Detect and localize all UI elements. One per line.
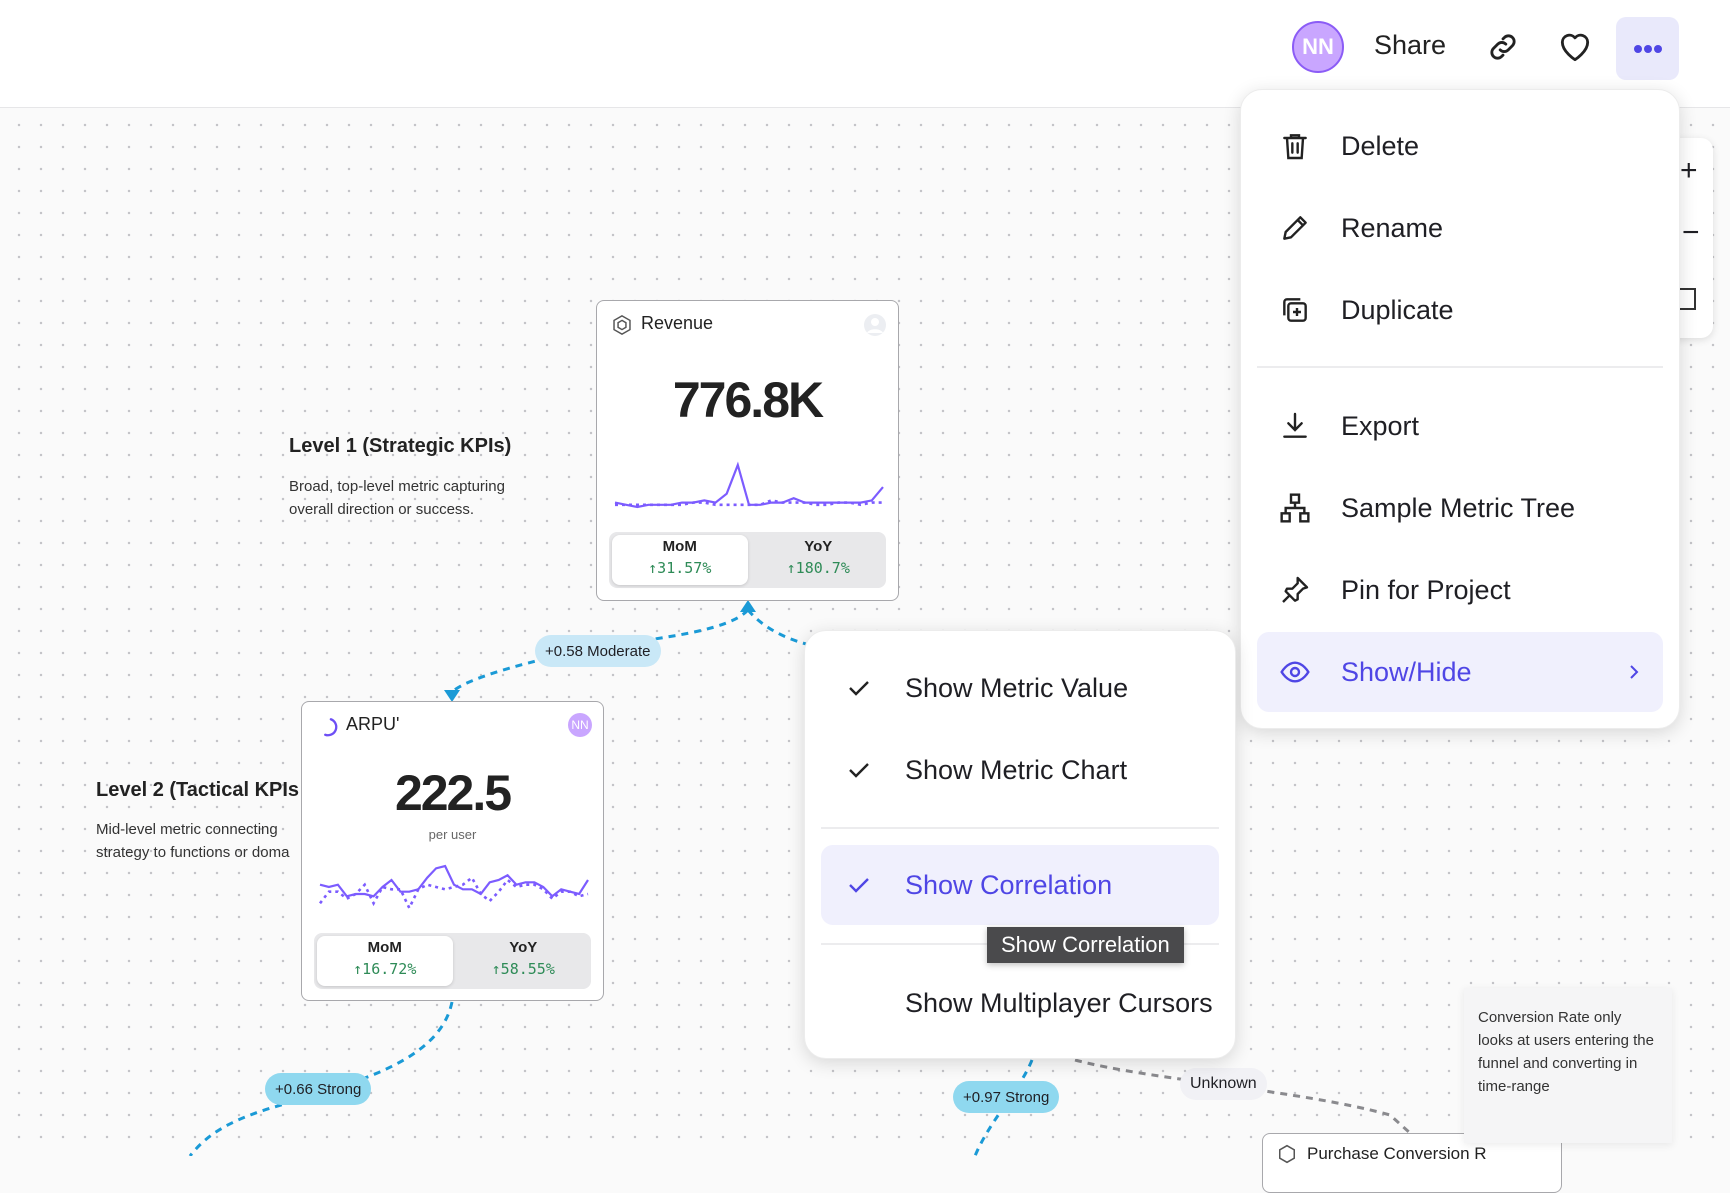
menu-item-label: Delete bbox=[1341, 130, 1420, 161]
zoom-out-icon[interactable]: − bbox=[1682, 216, 1700, 249]
menu-item-label: Show/Hide bbox=[1341, 656, 1472, 687]
arpu-sparkline bbox=[318, 864, 589, 912]
menu-divider bbox=[821, 827, 1219, 829]
level-1-desc: Broad, top-level metric capturing overal… bbox=[289, 478, 505, 518]
download-icon bbox=[1283, 412, 1307, 438]
submenu-item-multiplayer-cursors[interactable]: Show Multiplayer Cursors bbox=[821, 963, 1219, 1043]
correlation-badge[interactable]: +0.97 Strong bbox=[953, 1081, 1060, 1113]
trash-icon bbox=[1283, 134, 1307, 160]
pin-icon bbox=[1282, 576, 1309, 603]
level-2-title: Level 2 (Tactical KPIs bbox=[96, 779, 300, 801]
mom-label: MoM bbox=[367, 939, 402, 956]
mom-label: MoM bbox=[662, 538, 697, 555]
loading-spinner-icon bbox=[324, 718, 338, 737]
mom-value: ↑16.72% bbox=[353, 960, 417, 978]
menu-item-show-hide[interactable]: Show/Hide bbox=[1257, 632, 1663, 712]
eye-icon bbox=[1280, 661, 1310, 683]
metric-hexagon-icon bbox=[613, 314, 631, 336]
check-icon bbox=[849, 681, 869, 696]
level-1-title: Level 1 (Strategic KPIs) bbox=[289, 435, 512, 457]
menu-item-label: Sample Metric Tree bbox=[1341, 492, 1576, 523]
submenu-item-correlation[interactable]: Show Correlation bbox=[821, 845, 1219, 925]
submenu-item-metric-value[interactable]: Show Metric Value bbox=[821, 648, 1219, 728]
menu-item-label: Export bbox=[1341, 410, 1420, 441]
revenue-sparkline bbox=[614, 461, 884, 509]
comparison-toggle: MoM ↑16.72% YoY ↑58.55% bbox=[314, 933, 591, 989]
card-title: ARPU' bbox=[346, 714, 400, 734]
yoy-value: ↑180.7% bbox=[786, 559, 850, 577]
menu-item-label: Duplicate bbox=[1341, 294, 1454, 325]
comparison-toggle: MoM ↑31.57% YoY ↑180.7% bbox=[609, 532, 886, 588]
menu-item-label: Rename bbox=[1341, 212, 1444, 243]
check-icon bbox=[849, 763, 869, 778]
edge-revenue-right bbox=[746, 609, 811, 647]
yoy-tab[interactable]: YoY ↑180.7% bbox=[751, 532, 887, 588]
level-2-desc: Mid-level metric connecting strategy to … bbox=[96, 821, 290, 861]
arrow-up-icon bbox=[740, 600, 756, 612]
user-avatar[interactable]: NN bbox=[1292, 21, 1344, 73]
show-hide-submenu: Show Metric Value Show Metric Chart Show… bbox=[804, 630, 1236, 1059]
submenu-item-label: Show Metric Chart bbox=[905, 754, 1128, 785]
chevron-right-icon bbox=[1630, 665, 1639, 679]
menu-item-export[interactable]: Export bbox=[1257, 386, 1663, 466]
mom-value: ↑31.57% bbox=[648, 559, 712, 577]
share-button[interactable]: Share bbox=[1374, 30, 1447, 60]
fit-screen-icon[interactable] bbox=[1680, 288, 1696, 310]
sparkline-current bbox=[614, 461, 884, 509]
tooltip: Show Correlation bbox=[987, 927, 1184, 963]
options-menu: Delete Rename Duplicate Export Sample Me… bbox=[1240, 89, 1680, 729]
yoy-label: YoY bbox=[804, 538, 833, 555]
menu-item-rename[interactable]: Rename bbox=[1257, 188, 1663, 268]
submenu-item-label: Show Correlation bbox=[905, 869, 1113, 900]
menu-divider bbox=[1257, 366, 1663, 368]
submenu-item-label: Show Multiplayer Cursors bbox=[905, 987, 1213, 1018]
revenue-card[interactable]: Revenue 776.8K MoM ↑31.57% YoY ↑180.7% bbox=[596, 300, 899, 601]
yoy-label: YoY bbox=[509, 939, 538, 956]
correlation-badge[interactable]: +0.66 Strong bbox=[265, 1073, 372, 1105]
tree-icon bbox=[1280, 493, 1310, 523]
heart-icon[interactable] bbox=[1555, 28, 1595, 66]
duplicate-icon bbox=[1283, 298, 1307, 322]
mom-tab[interactable]: MoM ↑16.72% bbox=[317, 936, 453, 986]
arpu-card[interactable]: ARPU' NN 222.5 per user MoM ↑16.72% YoY ↑5… bbox=[301, 701, 604, 1001]
more-options-button[interactable] bbox=[1616, 17, 1679, 80]
sparkline-comparison bbox=[318, 875, 589, 912]
mom-tab[interactable]: MoM ↑31.57% bbox=[612, 535, 748, 585]
correlation-badge-unknown[interactable]: Unknown bbox=[1180, 1068, 1267, 1100]
submenu-item-label: Show Metric Value bbox=[905, 672, 1129, 703]
menu-item-delete[interactable]: Delete bbox=[1257, 106, 1663, 186]
card-title: Revenue bbox=[641, 313, 714, 333]
annotation-note[interactable]: Conversion Rate only looks at users ente… bbox=[1464, 988, 1672, 1143]
link-icon[interactable] bbox=[1486, 30, 1520, 64]
arrow-down-icon bbox=[444, 690, 460, 702]
correlation-badge[interactable]: +0.58 Moderate bbox=[535, 635, 661, 667]
menu-item-label: Pin for Project bbox=[1341, 574, 1511, 605]
zoom-in-icon[interactable]: + bbox=[1680, 154, 1698, 187]
metric-hexagon-icon bbox=[1279, 1144, 1295, 1164]
metric-value: 222.5 bbox=[394, 765, 512, 821]
card-title: Purchase Conversion R bbox=[1307, 1144, 1487, 1163]
metric-unit: per user bbox=[428, 827, 477, 842]
menu-item-sample-metric-tree[interactable]: Sample Metric Tree bbox=[1257, 468, 1663, 548]
pencil-icon bbox=[1283, 216, 1307, 240]
check-icon bbox=[849, 878, 869, 893]
submenu-item-metric-chart[interactable]: Show Metric Chart bbox=[821, 730, 1219, 810]
avatar: NN bbox=[568, 713, 592, 737]
metric-value: 776.8K bbox=[672, 372, 824, 428]
menu-item-pin[interactable]: Pin for Project bbox=[1257, 550, 1663, 630]
sparkline-current bbox=[319, 864, 589, 898]
more-icon bbox=[1633, 44, 1662, 53]
yoy-tab[interactable]: YoY ↑58.55% bbox=[456, 933, 592, 989]
yoy-value: ↑58.55% bbox=[491, 960, 555, 978]
user-placeholder-icon bbox=[864, 314, 886, 336]
menu-item-duplicate[interactable]: Duplicate bbox=[1257, 270, 1663, 350]
